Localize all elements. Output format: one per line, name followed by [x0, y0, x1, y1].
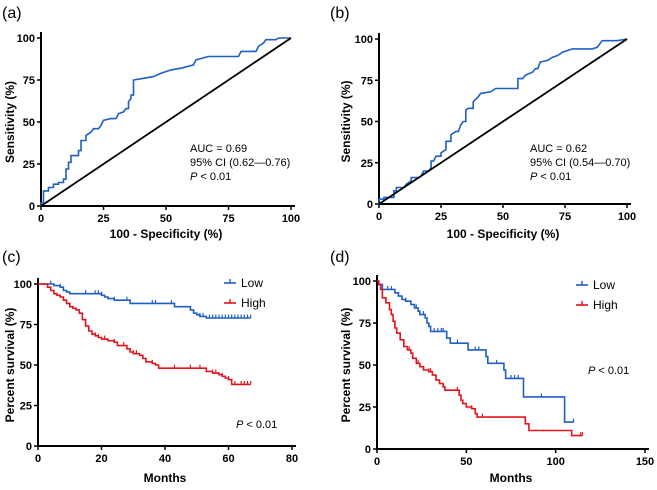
reference-line	[378, 38, 628, 205]
y-tick-label: 0	[26, 441, 32, 453]
x-tick-label: 50	[460, 456, 472, 468]
p-value-annotation: P < 0.01	[530, 171, 571, 183]
x-axis-title: 100 - Specificity (%)	[447, 227, 560, 241]
x-tick-label: 25	[435, 211, 447, 223]
p-value-annotation: P < 0.01	[190, 171, 231, 183]
panel-label: (a)	[2, 5, 22, 22]
x-tick-label: 100	[282, 213, 300, 225]
y-tick-label: 25	[20, 401, 32, 413]
y-tick-label: 75	[361, 75, 373, 87]
survival-curve-high	[38, 283, 251, 386]
panel-b: (b) 0 25 50 75 100 0 25 50 75 100 100 - Specificity…	[330, 5, 636, 241]
y-tick-label: 50	[23, 117, 35, 129]
y-axis-title: Percent survival (%)	[339, 308, 353, 423]
x-tick-label: 80	[286, 453, 298, 465]
y-tick-label: 75	[23, 75, 35, 87]
legend-item-high: High	[576, 298, 618, 312]
panel-a: (a) 0 25 50 75 100 0 25 50 75 100 100 - Specificity…	[2, 5, 300, 241]
y-axis-title: Percent survival (%)	[3, 308, 17, 423]
y-tick-label: 25	[23, 159, 35, 171]
y-tick-label: 100	[14, 279, 32, 291]
legend-label: Low	[593, 278, 615, 292]
p-symbol: P	[190, 171, 198, 183]
panel-label: (d)	[330, 249, 350, 266]
y-tick-label: 75	[20, 320, 32, 332]
y-tick-label: 25	[359, 402, 371, 414]
reference-line	[40, 37, 292, 207]
x-tick-label: 150	[636, 456, 654, 468]
y-tick-label: 50	[359, 360, 371, 372]
y-tick-label: 100	[355, 34, 373, 46]
p-symbol: P	[588, 365, 596, 377]
y-axis-title: Sensitivity (%)	[3, 81, 17, 163]
x-tick-label: 75	[222, 213, 234, 225]
x-tick-label: 40	[159, 453, 171, 465]
x-axis-title: 100 - Specificity (%)	[110, 227, 223, 241]
y-tick-label: 100	[17, 33, 35, 45]
y-tick-label: 0	[29, 201, 35, 213]
legend-label: High	[593, 298, 618, 312]
x-tick-label: 0	[374, 456, 380, 468]
p-symbol: P	[236, 419, 244, 431]
y-tick-label: 50	[20, 360, 32, 372]
x-tick-label: 50	[497, 211, 509, 223]
panel-label: (b)	[330, 5, 350, 22]
legend-item-low: Low	[576, 278, 615, 292]
survival-curve-high	[377, 280, 583, 437]
p-value-text: < 0.01	[595, 365, 629, 377]
y-tick-label: 75	[359, 318, 371, 330]
x-tick-label: 100	[546, 456, 564, 468]
legend-label: High	[241, 296, 266, 310]
y-tick-label: 25	[361, 158, 373, 170]
y-tick-label: 0	[367, 199, 373, 211]
p-symbol: P	[530, 171, 538, 183]
x-tick-label: 75	[559, 211, 571, 223]
panel-d: (d) 0 25 50 75 100 0 50 100 150 Months Percent surv…	[330, 249, 654, 485]
y-tick-label: 50	[361, 117, 373, 129]
x-tick-label: 60	[222, 453, 234, 465]
panel-c: (c) 0 25 50 75 100 0 20 40 60 80 Months Percent surv…	[2, 249, 298, 485]
survival-curve-low	[38, 283, 251, 319]
x-tick-label: 50	[160, 213, 172, 225]
legend-label: Low	[241, 276, 263, 290]
x-tick-label: 25	[97, 213, 109, 225]
x-tick-label: 0	[38, 213, 44, 225]
y-tick-label: 100	[353, 276, 371, 288]
y-tick-label: 0	[365, 444, 371, 456]
auc-annotation: AUC = 0.69	[190, 143, 247, 155]
x-tick-label: 20	[95, 453, 107, 465]
p-value-text: < 0.01	[243, 419, 277, 431]
x-tick-label: 0	[35, 453, 41, 465]
roc-curve	[378, 38, 628, 204]
y-axis-title: Sensitivity (%)	[339, 80, 353, 162]
auc-annotation: AUC = 0.62	[530, 143, 587, 155]
x-axis-title: Months	[144, 471, 187, 485]
x-tick-label: 0	[376, 211, 382, 223]
p-value-annotation: P < 0.01	[588, 365, 629, 377]
roc-curve	[40, 37, 291, 206]
ci-annotation: 95% CI (0.54—0.70)	[530, 157, 630, 169]
x-axis-title: Months	[490, 471, 533, 485]
p-value-text: < 0.01	[537, 171, 571, 183]
survival-curve-low	[377, 280, 574, 423]
p-value-annotation: P < 0.01	[236, 419, 277, 431]
legend-item-high: High	[224, 296, 266, 310]
panel-label: (c)	[2, 249, 21, 266]
legend-item-low: Low	[224, 276, 263, 290]
p-value-text: < 0.01	[197, 171, 231, 183]
ci-annotation: 95% CI (0.62—0.76)	[190, 157, 290, 169]
x-tick-label: 100	[618, 211, 636, 223]
